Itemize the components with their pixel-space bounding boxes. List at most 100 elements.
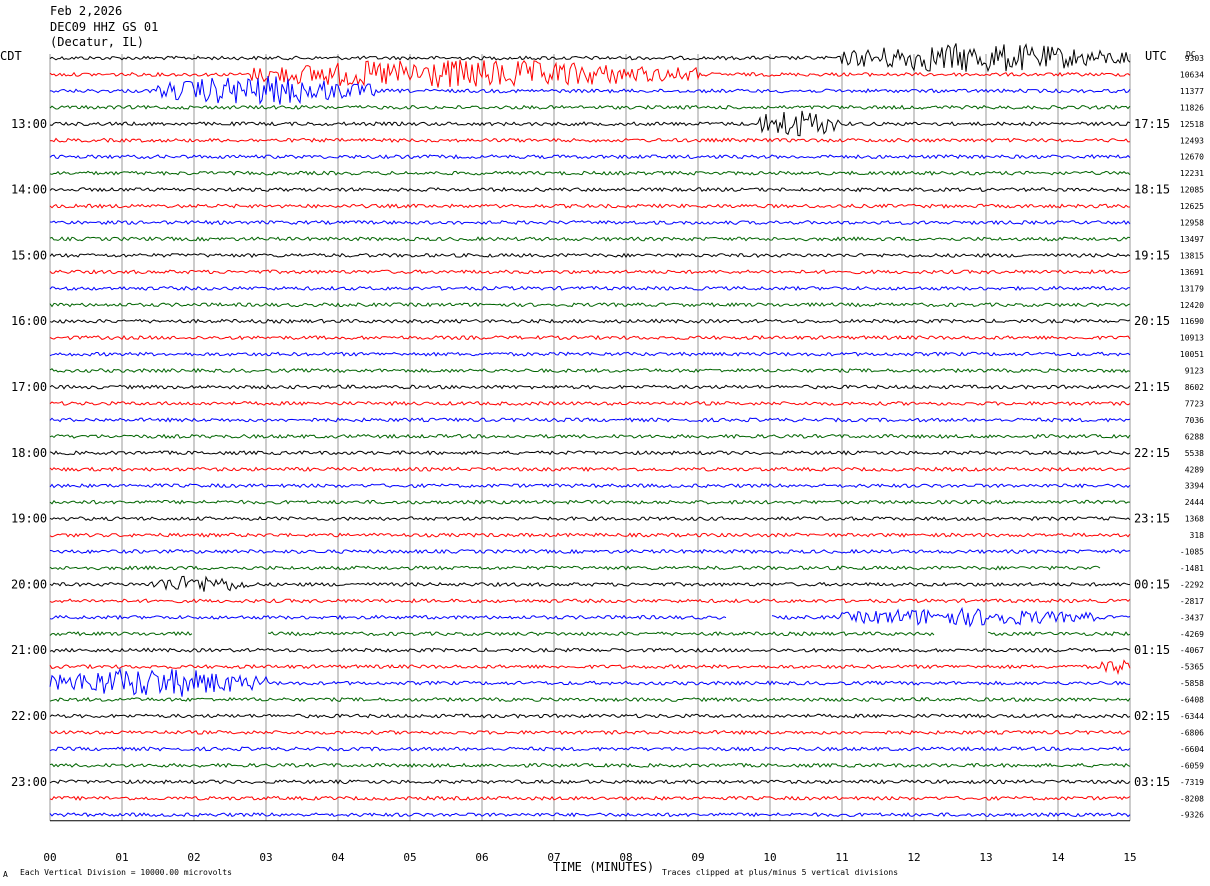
right-hour-label: 20:15 [1134, 314, 1170, 328]
dc-offset-label: 10913 [1180, 334, 1204, 343]
dc-offset-label: -5365 [1180, 663, 1204, 672]
trace-row-9 [49, 203, 1130, 209]
x-tick-label: 11 [835, 851, 848, 864]
trace-row-11 [49, 236, 1131, 242]
left-hour-label: 19:00 [11, 512, 47, 526]
dc-offset-label: -6059 [1180, 761, 1204, 770]
trace-row-38 [49, 667, 1131, 697]
dc-offset-label: -4067 [1180, 646, 1204, 655]
x-axis-title: TIME (MINUTES) [553, 860, 655, 874]
dc-offset-label: 2444 [1185, 498, 1204, 507]
trace-row-21 [49, 400, 1131, 407]
trace-row-8 [49, 186, 1131, 193]
dc-offset-label: 6288 [1185, 432, 1204, 441]
dc-offset-label: 12420 [1180, 301, 1204, 310]
right-hour-label: 23:15 [1134, 512, 1170, 526]
trace-row-16 [49, 318, 1131, 324]
trace-row-46 [49, 812, 1131, 818]
x-tick-label: 15 [1123, 851, 1136, 864]
x-tick-label: 09 [691, 851, 704, 864]
dc-offset-label: 318 [1190, 531, 1205, 540]
x-tick-label: 10 [763, 851, 776, 864]
right-hour-label: 01:15 [1134, 643, 1170, 657]
dc-offset-label: 9303 [1185, 54, 1204, 63]
dc-offset-label: -1481 [1180, 564, 1204, 573]
trace-row-26 [49, 483, 1131, 489]
trace-row-44 [49, 779, 1131, 785]
trace-row-45 [49, 795, 1131, 801]
left-hour-label: 13:00 [11, 117, 47, 131]
trace-row-37 [49, 659, 1131, 675]
dc-offset-label: 11377 [1180, 87, 1204, 96]
dc-offset-label: -6604 [1180, 745, 1204, 754]
trace-row-28 [49, 516, 1131, 522]
trace-row-23 [49, 433, 1131, 440]
x-tick-label: 07 [547, 851, 560, 864]
trace-row-4 [49, 110, 1131, 137]
trace-row-41 [49, 729, 1131, 736]
left-hour-label: 15:00 [11, 248, 47, 262]
dc-offset-label: -6806 [1180, 728, 1204, 737]
dc-offset-label: 12493 [1180, 136, 1204, 145]
right-hour-label: 22:15 [1134, 446, 1170, 460]
trace-row-39 [49, 696, 1131, 703]
left-hour-label: 17:00 [11, 380, 47, 394]
dc-offset-label: 8602 [1185, 383, 1204, 392]
dc-offset-label: 12958 [1180, 219, 1204, 228]
left-hour-label: 21:00 [11, 643, 47, 657]
left-hour-label: 23:00 [11, 775, 47, 789]
dc-offset-label: 13497 [1180, 235, 1204, 244]
left-timezone-label: CDT [0, 49, 22, 63]
trace-row-20 [49, 384, 1131, 390]
corner-mark: A [3, 870, 8, 879]
left-hour-label: 20:00 [11, 577, 47, 591]
trace-row-3 [49, 104, 1131, 110]
dc-offset-label: 12085 [1180, 186, 1204, 195]
trace-row-0 [49, 43, 1131, 73]
trace-row-30 [49, 548, 1131, 555]
trace-row-5 [49, 137, 1131, 143]
dc-offset-label: 10634 [1180, 70, 1204, 79]
trace-row-24 [49, 450, 1131, 456]
dc-offset-label: 1368 [1185, 515, 1204, 524]
trace-row-12 [49, 252, 1131, 259]
dc-offset-label: 3394 [1185, 482, 1204, 491]
x-tick-label: 14 [1051, 851, 1065, 864]
left-hour-label: 18:00 [11, 446, 47, 460]
dc-offset-label: 9123 [1185, 367, 1204, 376]
x-tick-label: 00 [43, 851, 56, 864]
trace-row-17 [49, 334, 1131, 341]
trace-row-40 [49, 713, 1131, 719]
dc-offset-label: -6408 [1180, 696, 1204, 705]
trace-row-29 [49, 532, 1131, 538]
dc-offset-label: -3437 [1180, 613, 1204, 622]
trace-row-34 [49, 606, 1131, 628]
x-tick-label: 01 [115, 851, 128, 864]
trace-row-27 [49, 499, 1131, 505]
right-hour-label: 00:15 [1134, 577, 1170, 591]
station-code: DEC09 HHZ GS 01 [50, 20, 159, 34]
trace-rows [49, 43, 1131, 818]
trace-row-22 [49, 417, 1131, 423]
right-hour-label: 21:15 [1134, 380, 1170, 394]
dc-offset-label: 7723 [1185, 399, 1204, 408]
trace-row-31 [49, 565, 1101, 571]
trace-row-7 [49, 170, 1131, 176]
dc-offset-label: 11826 [1180, 103, 1204, 112]
dc-offset-label: 10051 [1180, 350, 1204, 359]
x-tick-label: 12 [907, 851, 920, 864]
trace-row-18 [49, 351, 1131, 357]
trace-row-6 [49, 154, 1131, 160]
trace-row-19 [49, 367, 1131, 374]
dc-offset-label: 12231 [1180, 169, 1204, 178]
trace-row-35 [49, 631, 1131, 637]
trace-row-33 [49, 598, 1131, 604]
x-tick-label: 05 [403, 851, 416, 864]
x-tick-label: 02 [187, 851, 200, 864]
left-hour-label: 14:00 [11, 183, 47, 197]
trace-row-15 [49, 302, 1131, 308]
dc-offset-label: -2817 [1180, 597, 1204, 606]
trace-row-13 [49, 269, 1131, 275]
station-location: (Decatur, IL) [50, 35, 144, 49]
